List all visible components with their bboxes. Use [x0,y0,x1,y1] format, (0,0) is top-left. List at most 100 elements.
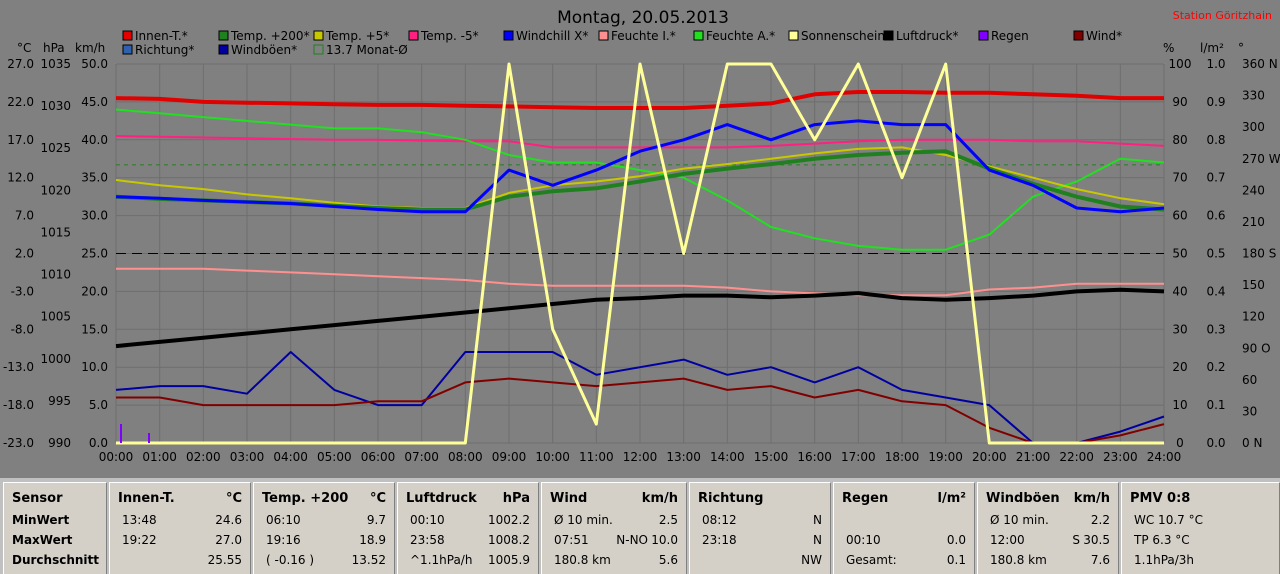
deg-tick-label: 360 N [1242,57,1278,71]
time-tick-label: 05:00 [317,450,352,464]
series-line-innen-t- [115,90,1164,110]
legend-swatch [693,30,704,41]
time-tick-label: 02:00 [186,450,221,464]
panel-header: Windböen [986,491,1060,506]
panel-cell-value: 1008.2 [488,533,530,547]
series-line-temp-5 [115,146,1165,209]
legend-label: 13.7 Monat-Ø [326,43,408,57]
panel-unit: km/h [1073,491,1110,506]
kmh-tick-label: 10.0 [81,360,108,374]
left-unit-hpa: hPa [43,41,65,55]
temp-tick-label: 12.0 [7,171,34,185]
temp-tick-label: 27.0 [7,57,34,71]
deg-tick-label: 270 W [1242,152,1280,166]
legend-swatch [122,44,133,55]
legend-swatch [1073,30,1084,41]
panel-cell-value: 10.0 [651,533,678,547]
panel-cell-mid: N-NO [616,533,648,547]
kmh-tick-label: 30.0 [81,209,108,223]
pct-tick-label: 30 [1172,322,1187,336]
kmh-tick-label: 20.0 [81,284,108,298]
panel-unit: hPa [502,491,530,506]
panel-cell-value: 9.7 [366,513,386,527]
legend-label: Feuchte I.* [611,29,676,43]
time-tick-label: 00:00 [99,450,134,464]
panel-cell-value: 2.5 [658,513,678,527]
legend-swatch [313,44,324,55]
time-tick-label: 10:00 [535,450,570,464]
panel-cell-label: Gesamt: [846,553,897,567]
temp-tick-label: -13.0 [3,360,34,374]
deg-tick-label: 120 [1242,310,1265,324]
legend-label: Windchill X* [516,29,588,43]
panel-cell-label: 08:12 [702,513,737,527]
kmh-tick-label: 50.0 [81,57,108,71]
panel-cell-value: 2.2 [1090,513,1110,527]
legend-label: Feuchte A.* [706,29,775,43]
temp-tick-label: -23.0 [3,436,34,450]
pct-tick-label: 50 [1172,247,1187,261]
panel-cell-value: 0.0 [946,533,966,547]
stats-panel-2: Temp. +200 °C 06:10 9.7 19:16 18.9 ( -0.16 ) 13… [253,482,395,574]
legend-label: Windböen* [231,43,297,57]
panel-cell-label: Durchschnitt [12,553,100,567]
time-tick-label: 11:00 [579,450,614,464]
panel-cell-label: 07:51 [554,533,589,547]
time-tick-label: 24:00 [1147,450,1182,464]
panel-header: Wind [550,491,588,506]
panel-cell-value: 13.52 [351,553,386,567]
panel-cell-label: 180.8 km [554,553,611,567]
rain-tick-label: 0.7 [1206,171,1225,185]
panel-unit: km/h [641,491,678,506]
time-tick-label: 17:00 [841,450,876,464]
legend-swatch [788,30,799,41]
panel-cell-label: 19:22 [122,533,157,547]
legend-swatch [503,30,514,41]
panel-header: Temp. +200 [262,491,349,506]
panel-cell-value: 1002.2 [488,513,530,527]
legend-swatch [408,30,419,41]
kmh-tick-label: 0.0 [89,436,108,450]
panel-cell-label: WC 10.7 °C [1134,513,1203,527]
stats-table: Sensor MinWert MaxWert Durchschnitt Innen-T.… [0,478,1280,574]
pct-tick-label: 40 [1172,284,1187,298]
panel-cell-value: 24.6 [215,513,242,527]
panel-header: Regen [842,491,889,506]
panel-cell-label: ^1.1hPa/h [410,553,473,567]
legend-label: Temp. +5* [325,29,389,43]
series-line-luftdruck [115,287,1165,349]
stats-panel-6: Regen l/m² 00:10 0.0 Gesamt: 0.1 [833,482,975,574]
panel-header: Sensor [12,491,63,506]
panel-cell-label: 19:16 [266,533,301,547]
panel-unit: °C [369,491,386,506]
temp-tick-label: 2.0 [15,247,34,261]
rain-tick-label: 0.8 [1206,133,1225,147]
pct-tick-label: 90 [1172,95,1187,109]
rain-bar [120,424,122,443]
time-tick-label: 01:00 [142,450,177,464]
time-tick-label: 15:00 [754,450,789,464]
hpa-tick-label: 1020 [40,183,71,197]
hpa-tick-label: 1015 [40,225,71,239]
panel-cell-label: Ø 10 min. [990,513,1049,527]
panel-cell-label: 00:10 [846,533,881,547]
time-tick-label: 16:00 [797,450,832,464]
rain-tick-label: 0.5 [1206,247,1225,261]
kmh-tick-label: 5.0 [89,398,108,412]
time-tick-label: 07:00 [404,450,439,464]
time-tick-label: 04:00 [273,450,308,464]
left-unit-degc: °C [17,41,31,55]
panel-cell-value: 27.0 [215,533,242,547]
time-tick-label: 06:00 [361,450,396,464]
rain-tick-label: 0.2 [1206,360,1225,374]
right-unit-1: l/m² [1200,41,1224,55]
pct-tick-label: 100 [1169,57,1192,71]
panel-header: Richtung [698,491,764,506]
legend-label: Wind* [1086,29,1122,43]
panel-header: Luftdruck [406,491,477,506]
kmh-tick-label: 40.0 [81,133,108,147]
kmh-tick-label: 45.0 [81,95,108,109]
panel-cell-label: 23:58 [410,533,445,547]
time-tick-label: 03:00 [230,450,265,464]
panel-cell-value: 25.55 [207,553,242,567]
